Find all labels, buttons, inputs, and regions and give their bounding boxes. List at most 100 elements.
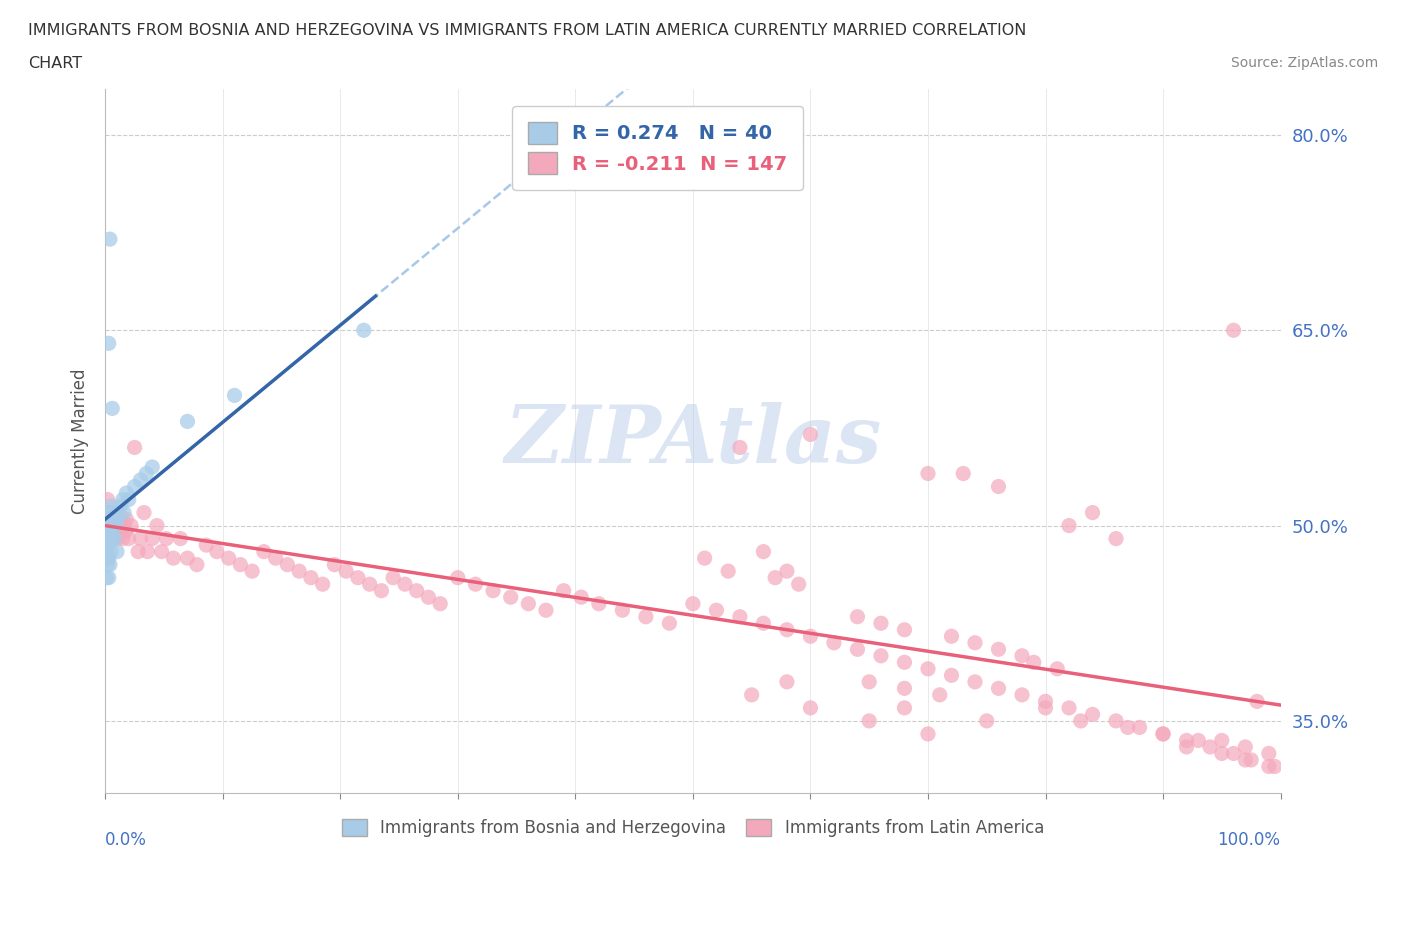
Point (1246, 694, 1268, 709)
Point (1046, 661, 1069, 676)
Point (1187, 733, 1209, 748)
Point (97, 336, 120, 351)
Point (429, 596, 451, 611)
Point (418, 590, 440, 604)
Point (141, 459, 163, 474)
Point (101, 518, 124, 533)
Point (1057, 518, 1080, 533)
Point (224, 388, 246, 403)
Point (98, 512, 121, 526)
Point (97, 531, 120, 546)
Point (858, 674, 880, 689)
Point (1211, 733, 1233, 748)
Point (97, 538, 120, 552)
Point (96, 544, 118, 559)
Point (1264, 759, 1286, 774)
Point (101, 401, 124, 416)
Point (115, 512, 138, 526)
Point (118, 531, 141, 546)
Point (776, 622, 799, 637)
Point (612, 603, 634, 618)
Point (706, 603, 728, 618)
Point (253, 544, 276, 559)
Point (1222, 746, 1244, 761)
Point (105, 531, 128, 546)
Point (987, 479, 1010, 494)
Point (97, 505, 120, 520)
Point (799, 700, 821, 715)
Point (107, 505, 129, 520)
Point (104, 531, 127, 546)
Point (162, 551, 184, 565)
Point (111, 512, 134, 526)
Point (917, 466, 939, 481)
Text: ZIPAtlas: ZIPAtlas (505, 402, 882, 480)
Point (108, 518, 131, 533)
Point (100, 518, 122, 533)
Text: CHART: CHART (28, 56, 82, 71)
Point (169, 531, 191, 546)
Point (98, 232, 121, 246)
Point (105, 544, 128, 559)
Point (107, 505, 129, 520)
Point (104, 525, 127, 539)
Point (97, 557, 120, 572)
Point (1257, 746, 1279, 761)
Point (1222, 323, 1244, 338)
Point (1234, 739, 1257, 754)
Point (97, 518, 120, 533)
Point (763, 570, 786, 585)
Point (1116, 720, 1139, 735)
Point (186, 557, 208, 572)
Point (776, 674, 799, 689)
Point (752, 544, 775, 559)
Point (1152, 726, 1174, 741)
Point (1035, 694, 1057, 709)
Point (150, 544, 173, 559)
Point (127, 544, 149, 559)
Point (97, 505, 120, 520)
Point (229, 557, 252, 572)
Point (205, 544, 228, 559)
Point (136, 544, 159, 559)
Point (987, 642, 1010, 657)
Point (952, 466, 974, 481)
Point (100, 544, 122, 559)
Point (104, 505, 127, 520)
Point (146, 518, 169, 533)
Point (405, 583, 427, 598)
Point (728, 609, 751, 624)
Point (658, 616, 681, 631)
Point (534, 603, 557, 618)
Point (799, 629, 821, 644)
Point (1011, 648, 1033, 663)
Point (97, 531, 120, 546)
Point (682, 596, 704, 611)
Point (752, 616, 775, 631)
Point (870, 616, 893, 631)
Point (1257, 759, 1279, 774)
Point (176, 551, 198, 565)
Point (963, 635, 986, 650)
Point (893, 655, 915, 670)
Point (499, 590, 522, 604)
Point (115, 485, 138, 500)
Point (382, 570, 405, 585)
Point (111, 492, 134, 507)
Point (353, 323, 375, 338)
Point (776, 564, 799, 578)
Point (97, 531, 120, 546)
Point (517, 596, 540, 611)
Point (1011, 687, 1033, 702)
Point (1175, 733, 1198, 748)
Point (97, 492, 120, 507)
Point (823, 635, 845, 650)
Point (728, 440, 751, 455)
Point (100, 531, 122, 546)
Point (218, 551, 240, 565)
Point (976, 713, 998, 728)
Point (96, 570, 118, 585)
Text: IMMIGRANTS FROM BOSNIA AND HERZEGOVINA VS IMMIGRANTS FROM LATIN AMERICA CURRENTL: IMMIGRANTS FROM BOSNIA AND HERZEGOVINA V… (28, 23, 1026, 38)
Point (110, 498, 132, 513)
Point (135, 466, 157, 481)
